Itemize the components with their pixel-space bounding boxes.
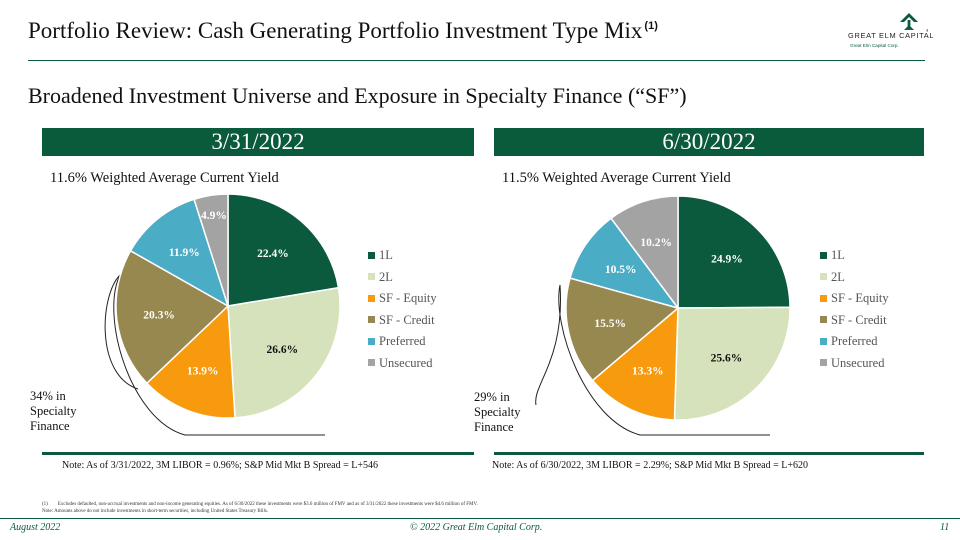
period-header-left: 3/31/2022: [42, 128, 474, 156]
legend-label: Unsecured: [831, 355, 885, 370]
callout-line: Finance: [474, 420, 514, 434]
pie-slice-preferred: [569, 217, 680, 310]
pie-slice-sf-equity: [591, 306, 679, 421]
legend-item: 1L: [820, 248, 845, 263]
pie-slice-unsecured: [193, 193, 229, 307]
legend-label: Unsecured: [379, 355, 433, 370]
footer-copyright: © 2022 Great Elm Capital Corp.: [410, 522, 543, 533]
legend-label: Preferred: [831, 334, 878, 348]
legend-swatch: [820, 316, 827, 324]
legend-label: 2L: [379, 269, 393, 284]
legend-swatch: [820, 359, 827, 367]
legend-swatch: [820, 273, 827, 281]
legend-swatch: [368, 359, 375, 367]
callout-line: 29% in: [474, 390, 510, 404]
legend-label: SF - Credit: [831, 312, 887, 327]
legend-swatch: [820, 294, 827, 302]
pie-slice-unsecured: [609, 195, 679, 311]
callout-line: Specialty: [474, 405, 521, 419]
legend-label: 2L: [831, 269, 845, 284]
legend-item: 2L: [820, 270, 845, 285]
title-divider: [28, 60, 925, 61]
callout-line: Specialty: [30, 404, 77, 418]
yield-text-left: 11.6% Weighted Average Current Yield: [50, 170, 279, 186]
page-title: Portfolio Review: Cash Generating Portfo…: [28, 18, 658, 44]
pie-data-label: 4.9%: [201, 210, 227, 222]
legend-label: 1L: [831, 248, 845, 262]
pie-slice-2l: [673, 306, 791, 421]
legend-item: Preferred: [368, 334, 426, 349]
legend-swatch: [820, 251, 827, 259]
footnote-2: Note: Amounts above do not include inves…: [42, 509, 269, 514]
pie-slice-1l: [677, 195, 791, 309]
logo-tagline: Great Elm Capital Corp.: [850, 43, 899, 48]
page-number: 11: [940, 522, 950, 533]
legend-swatch: [368, 273, 375, 281]
legend-item: Unsecured: [368, 356, 432, 371]
legend-item: SF - Equity: [368, 291, 437, 306]
rate-note-right: Note: As of 6/30/2022, 3M LIBOR = 2.29%;…: [492, 460, 809, 471]
legend-label: Preferred: [379, 334, 426, 348]
pie-data-label: 24.9%: [711, 254, 743, 266]
pie-data-label: 22.4%: [257, 248, 289, 260]
legend-swatch: [368, 337, 375, 345]
pie-data-label: 11.9%: [169, 247, 200, 259]
pie-data-label: 10.5%: [605, 264, 637, 276]
pie-data-label: 10.2%: [640, 237, 672, 249]
legend-label: SF - Credit: [379, 312, 435, 327]
pie-slice-2l: [227, 286, 341, 419]
legend-label: SF - Equity: [831, 291, 889, 305]
legend-item: SF - Credit: [368, 313, 435, 328]
page-title-text: Portfolio Review: Cash Generating Portfo…: [28, 18, 643, 43]
note-divider-left: [42, 452, 474, 455]
pie-slice-sf-equity: [145, 304, 236, 419]
legend-label: SF - Equity: [379, 291, 437, 305]
legend-item: SF - Credit: [820, 313, 887, 328]
legend-swatch: [368, 294, 375, 302]
specialty-callout-left: 34% in Specialty Finance: [30, 389, 77, 434]
logo-name: GREAT ELM CAPITAL: [848, 31, 935, 40]
legend-item: Preferred: [820, 334, 878, 349]
section-subtitle: Broadened Investment Universe and Exposu…: [28, 83, 687, 108]
footer-date: August 2022: [10, 522, 61, 533]
legend-swatch: [820, 337, 827, 345]
legend-swatch: [368, 316, 375, 324]
pie-data-label: 15.5%: [594, 318, 626, 330]
logo: ®: [900, 13, 928, 33]
title-footnote-marker: (1): [644, 20, 658, 32]
legend-item: Unsecured: [820, 356, 884, 371]
callout-line: Finance: [30, 419, 70, 433]
logo-trademark: ®: [926, 28, 928, 33]
pie-chart-right: 24.9% 25.6% 13.3% 15.5% 10.5% 10.2%: [535, 195, 791, 436]
yield-text-right: 11.5% Weighted Average Current Yield: [502, 170, 731, 186]
pie-data-label: 13.3%: [632, 366, 664, 378]
pie-slice-sf-credit: [115, 249, 230, 385]
legend-item: 2L: [368, 270, 393, 285]
period-header-right: 6/30/2022: [494, 128, 924, 156]
pie-data-label: 13.9%: [187, 366, 219, 378]
note-divider-right: [494, 452, 924, 455]
legend-item: 1L: [368, 248, 393, 263]
legend-item: SF - Equity: [820, 291, 889, 306]
pie-slice-1l: [227, 193, 340, 307]
pie-data-label: 26.6%: [267, 344, 299, 356]
specialty-callout-right: 29% in Specialty Finance: [474, 390, 521, 435]
callout-brace: [535, 284, 770, 436]
logo-mark-icon: [900, 13, 918, 30]
pie-slice-preferred: [129, 198, 230, 308]
callout-line: 34% in: [30, 389, 66, 403]
legend-swatch: [368, 251, 375, 259]
pie-slice-sf-credit: [565, 277, 680, 382]
pie-data-label: 20.3%: [143, 309, 175, 321]
pie-chart-left: 22.4% 26.6% 13.9% 20.3% 11.9% 4.9%: [104, 193, 341, 436]
footer-divider: [0, 518, 960, 519]
pie-data-label: 25.6%: [711, 353, 743, 365]
legend-label: 1L: [379, 248, 393, 262]
rate-note-left: Note: As of 3/31/2022, 3M LIBOR = 0.96%;…: [62, 460, 379, 471]
footnote-1: (1) Excludes defaulted, non-accrual inve…: [42, 502, 478, 507]
